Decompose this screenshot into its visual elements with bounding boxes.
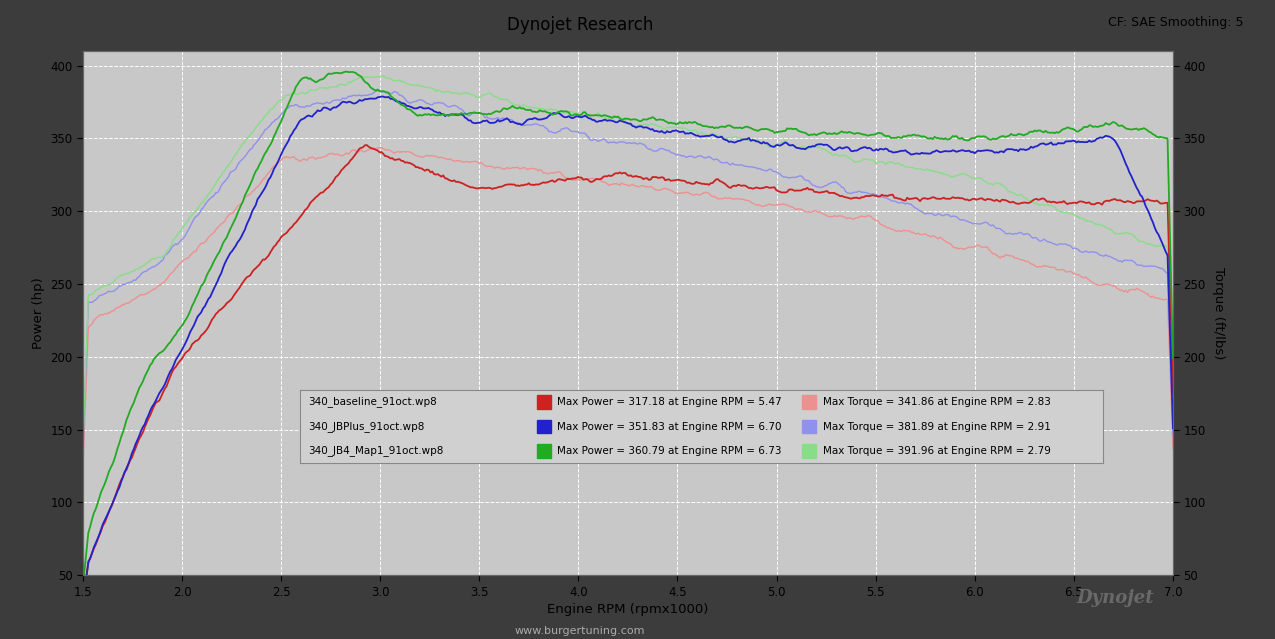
Text: www.burgertuning.com: www.burgertuning.com <box>515 626 645 636</box>
Bar <box>537 444 551 458</box>
Text: Max Power = 317.18 at Engine RPM = 5.47: Max Power = 317.18 at Engine RPM = 5.47 <box>557 397 782 407</box>
Text: Max Torque = 391.96 at Engine RPM = 2.79: Max Torque = 391.96 at Engine RPM = 2.79 <box>822 446 1051 456</box>
Text: Max Power = 351.83 at Engine RPM = 6.70: Max Power = 351.83 at Engine RPM = 6.70 <box>557 422 782 431</box>
Text: Max Power = 360.79 at Engine RPM = 6.73: Max Power = 360.79 at Engine RPM = 6.73 <box>557 446 782 456</box>
Bar <box>537 396 551 409</box>
Text: 340_baseline_91oct.wp8: 340_baseline_91oct.wp8 <box>307 397 436 408</box>
X-axis label: Engine RPM (rpmx1000): Engine RPM (rpmx1000) <box>547 603 709 616</box>
Text: Dynojet Research: Dynojet Research <box>507 16 653 34</box>
Bar <box>537 420 551 433</box>
Text: Max Torque = 341.86 at Engine RPM = 2.83: Max Torque = 341.86 at Engine RPM = 2.83 <box>822 397 1051 407</box>
Text: CF: SAE Smoothing: 5: CF: SAE Smoothing: 5 <box>1108 16 1243 29</box>
Bar <box>802 444 816 458</box>
Y-axis label: Torque (ft/lbs): Torque (ft/lbs) <box>1213 267 1225 359</box>
Text: Max Torque = 381.89 at Engine RPM = 2.91: Max Torque = 381.89 at Engine RPM = 2.91 <box>822 422 1051 431</box>
Y-axis label: Power (hp): Power (hp) <box>32 277 45 349</box>
Text: Dynojet: Dynojet <box>1076 589 1154 607</box>
Text: 340_JBPlus_91oct.wp8: 340_JBPlus_91oct.wp8 <box>307 421 425 432</box>
Bar <box>802 396 816 409</box>
Text: 340_JB4_Map1_91oct.wp8: 340_JB4_Map1_91oct.wp8 <box>307 445 442 456</box>
Bar <box>802 420 816 433</box>
